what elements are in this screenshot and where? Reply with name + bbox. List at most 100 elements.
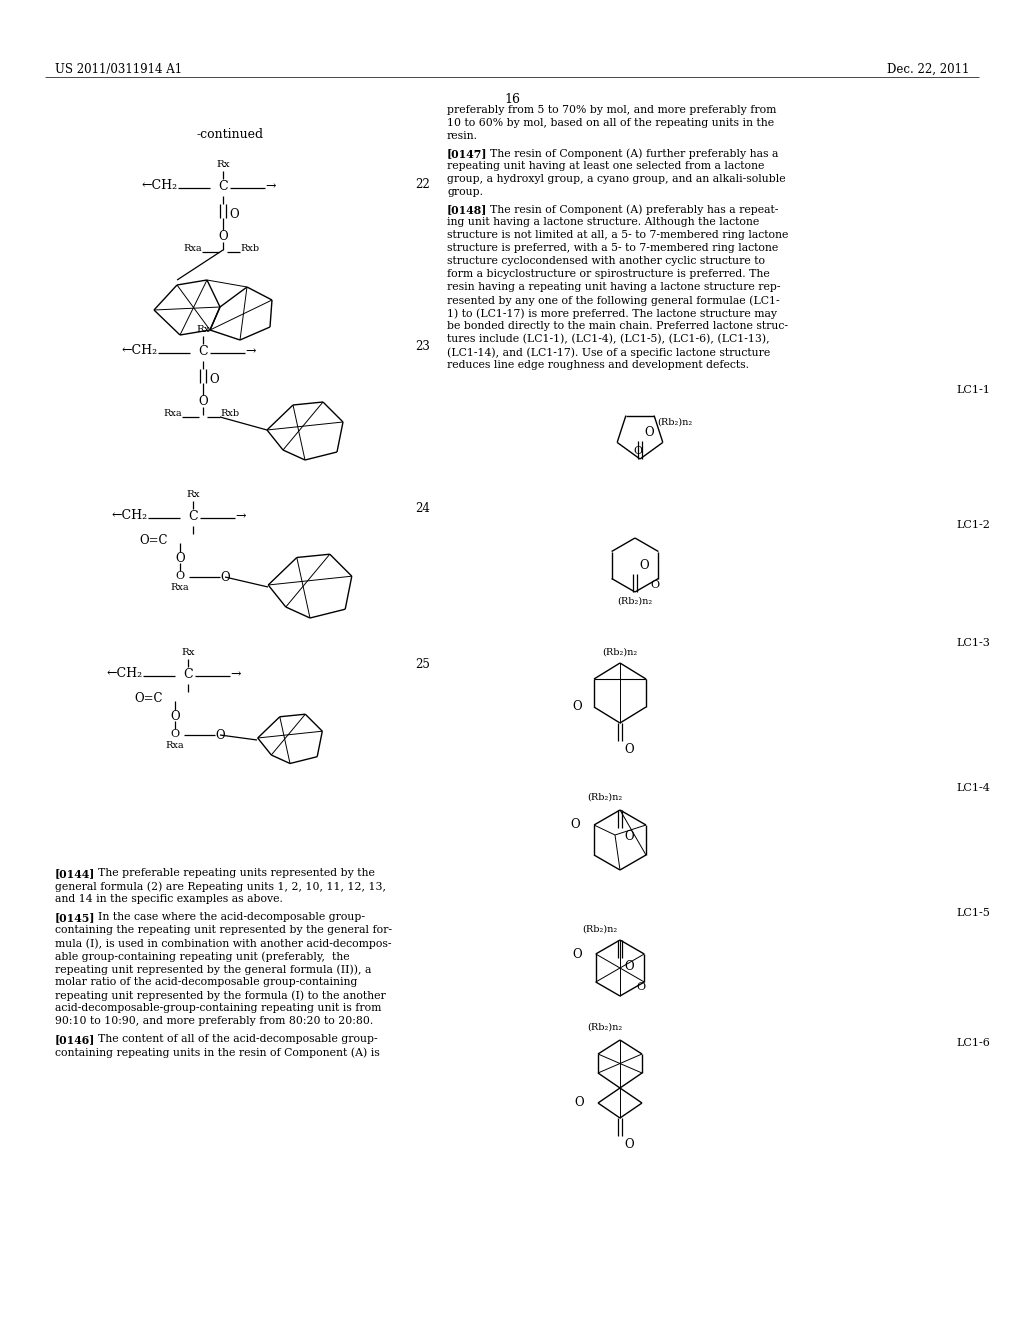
- Text: LC1-2: LC1-2: [956, 520, 990, 531]
- Text: 90:10 to 10:90, and more preferably from 80:20 to 20:80.: 90:10 to 10:90, and more preferably from…: [55, 1016, 374, 1026]
- Text: containing the repeating unit represented by the general for-: containing the repeating unit represente…: [55, 925, 392, 935]
- Text: →: →: [230, 668, 241, 681]
- Text: (Rb₂)n₂: (Rb₂)n₂: [583, 925, 617, 935]
- Text: ←CH₂: ←CH₂: [112, 510, 148, 521]
- Text: C: C: [188, 510, 198, 523]
- Text: 10 to 60% by mol, based on all of the repeating units in the: 10 to 60% by mol, based on all of the re…: [447, 117, 774, 128]
- Text: (Rb₂)n₂: (Rb₂)n₂: [588, 1023, 623, 1032]
- Text: O: O: [175, 552, 184, 565]
- Text: O: O: [215, 729, 224, 742]
- Text: ←CH₂: ←CH₂: [142, 180, 178, 191]
- Text: 24: 24: [415, 502, 430, 515]
- Text: 23: 23: [415, 341, 430, 352]
- Text: O: O: [644, 426, 653, 440]
- Text: able group-containing repeating unit (preferably,  the: able group-containing repeating unit (pr…: [55, 950, 349, 961]
- Text: form a bicyclostructure or spirostructure is preferred. The: form a bicyclostructure or spirostructur…: [447, 269, 770, 279]
- Text: Rxb: Rxb: [240, 244, 259, 253]
- Text: 1) to (LC1-17) is more preferred. The lactone structure may: 1) to (LC1-17) is more preferred. The la…: [447, 308, 777, 318]
- Text: O: O: [639, 558, 648, 572]
- Text: repeating unit having at least one selected from a lactone: repeating unit having at least one selec…: [447, 161, 764, 172]
- Text: O: O: [209, 374, 219, 385]
- Text: The resin of Component (A) preferably has a repeat-: The resin of Component (A) preferably ha…: [490, 205, 778, 215]
- Text: O=C: O=C: [139, 535, 168, 546]
- Text: tures include (LC1-1), (LC1-4), (LC1-5), (LC1-6), (LC1-13),: tures include (LC1-1), (LC1-4), (LC1-5),…: [447, 334, 770, 345]
- Text: →: →: [234, 510, 246, 523]
- Text: structure is preferred, with a 5- to 7-membered ring lactone: structure is preferred, with a 5- to 7-m…: [447, 243, 778, 253]
- Text: C: C: [218, 180, 227, 193]
- Text: repeating unit represented by the formula (I) to the another: repeating unit represented by the formul…: [55, 990, 386, 1001]
- Text: The resin of Component (A) further preferably has a: The resin of Component (A) further prefe…: [490, 148, 778, 158]
- Text: [0147]: [0147]: [447, 148, 487, 158]
- Text: O: O: [170, 729, 179, 739]
- Text: LC1-4: LC1-4: [956, 783, 990, 793]
- Text: O: O: [572, 948, 582, 961]
- Text: ing unit having a lactone structure. Although the lactone: ing unit having a lactone structure. Alt…: [447, 216, 759, 227]
- Text: Rx: Rx: [197, 325, 210, 334]
- Text: O: O: [624, 960, 634, 973]
- Text: C: C: [183, 668, 193, 681]
- Text: resented by any one of the following general formulae (LC1-: resented by any one of the following gen…: [447, 294, 779, 305]
- Text: O: O: [220, 572, 229, 583]
- Text: →: →: [265, 180, 275, 193]
- Text: Dec. 22, 2011: Dec. 22, 2011: [887, 63, 969, 77]
- Text: In the case where the acid-decomposable group-: In the case where the acid-decomposable …: [98, 912, 365, 921]
- Text: (Rb₂)n₂: (Rb₂)n₂: [657, 417, 692, 426]
- Text: [0144]: [0144]: [55, 869, 95, 879]
- Text: Rxa: Rxa: [164, 409, 182, 418]
- Text: [0146]: [0146]: [55, 1034, 95, 1045]
- Text: be bonded directly to the main chain. Preferred lactone struc-: be bonded directly to the main chain. Pr…: [447, 321, 788, 331]
- Text: Rxa: Rxa: [183, 244, 202, 253]
- Text: O: O: [199, 395, 208, 408]
- Text: LC1-1: LC1-1: [956, 385, 990, 395]
- Text: O: O: [570, 818, 580, 832]
- Text: group.: group.: [447, 187, 483, 197]
- Text: O: O: [636, 982, 645, 993]
- Text: 22: 22: [415, 178, 430, 191]
- Text: The content of all of the acid-decomposable group-: The content of all of the acid-decomposa…: [98, 1034, 378, 1044]
- Text: resin.: resin.: [447, 131, 478, 141]
- Text: O: O: [624, 1138, 634, 1151]
- Text: molar ratio of the acid-decomposable group-containing: molar ratio of the acid-decomposable gro…: [55, 977, 357, 987]
- Text: O=C: O=C: [134, 692, 163, 705]
- Text: (Rb₂)n₂: (Rb₂)n₂: [617, 597, 652, 606]
- Text: O: O: [175, 572, 184, 581]
- Text: LC1-3: LC1-3: [956, 638, 990, 648]
- Text: O: O: [170, 710, 180, 723]
- Text: containing repeating units in the resin of Component (A) is: containing repeating units in the resin …: [55, 1047, 380, 1057]
- Text: repeating unit represented by the general formula (II)), a: repeating unit represented by the genera…: [55, 964, 372, 974]
- Text: O: O: [229, 209, 239, 220]
- Text: -continued: -continued: [197, 128, 263, 141]
- Text: Rx: Rx: [186, 490, 200, 499]
- Text: Rx: Rx: [216, 160, 229, 169]
- Text: Rxb: Rxb: [220, 409, 240, 418]
- Text: O: O: [650, 581, 659, 590]
- Text: [0148]: [0148]: [447, 205, 487, 215]
- Text: (Rb₂)n₂: (Rb₂)n₂: [588, 793, 623, 803]
- Text: and 14 in the specific examples as above.: and 14 in the specific examples as above…: [55, 894, 283, 904]
- Text: mula (I), is used in combination with another acid-decompos-: mula (I), is used in combination with an…: [55, 939, 391, 949]
- Text: ←CH₂: ←CH₂: [122, 345, 158, 356]
- Text: preferably from 5 to 70% by mol, and more preferably from: preferably from 5 to 70% by mol, and mor…: [447, 106, 776, 115]
- Text: LC1-6: LC1-6: [956, 1038, 990, 1048]
- Text: general formula (2) are Repeating units 1, 2, 10, 11, 12, 13,: general formula (2) are Repeating units …: [55, 880, 386, 891]
- Text: structure is not limited at all, a 5- to 7-membered ring lactone: structure is not limited at all, a 5- to…: [447, 230, 788, 240]
- Text: O: O: [634, 446, 643, 455]
- Text: O: O: [218, 230, 227, 243]
- Text: 16: 16: [504, 92, 520, 106]
- Text: →: →: [245, 345, 256, 358]
- Text: [0145]: [0145]: [55, 912, 95, 923]
- Text: acid-decomposable-group-containing repeating unit is from: acid-decomposable-group-containing repea…: [55, 1003, 381, 1012]
- Text: O: O: [624, 830, 634, 843]
- Text: Rxa: Rxa: [166, 741, 184, 750]
- Text: structure cyclocondensed with another cyclic structure to: structure cyclocondensed with another cy…: [447, 256, 765, 267]
- Text: O: O: [574, 1097, 584, 1110]
- Text: LC1-5: LC1-5: [956, 908, 990, 917]
- Text: Rxa: Rxa: [171, 583, 189, 591]
- Text: US 2011/0311914 A1: US 2011/0311914 A1: [55, 63, 182, 77]
- Text: (Rb₂)n₂: (Rb₂)n₂: [602, 648, 638, 657]
- Text: reduces line edge roughness and development defects.: reduces line edge roughness and developm…: [447, 360, 749, 370]
- Text: O: O: [624, 743, 634, 756]
- Text: resin having a repeating unit having a lactone structure rep-: resin having a repeating unit having a l…: [447, 282, 780, 292]
- Text: Rx: Rx: [181, 648, 195, 657]
- Text: ←CH₂: ←CH₂: [106, 667, 143, 680]
